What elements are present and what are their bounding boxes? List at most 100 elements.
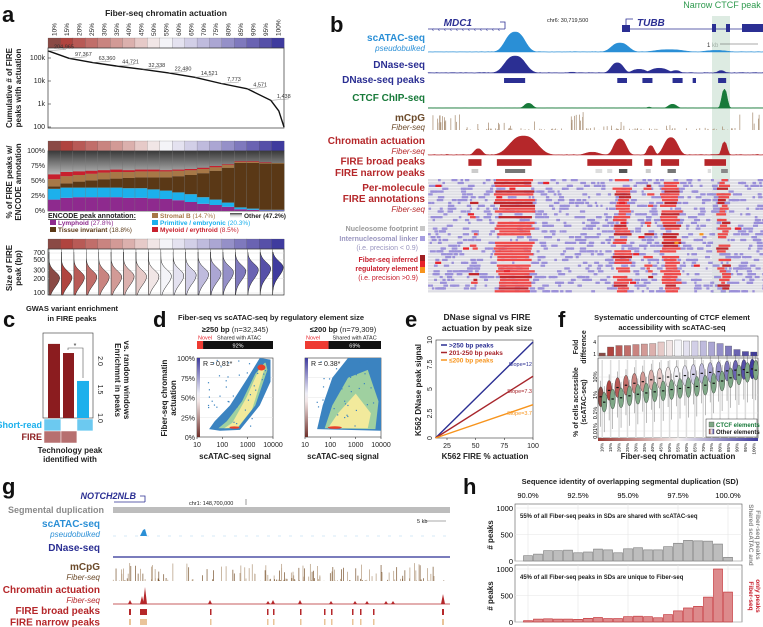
- linker-segment: [565, 224, 572, 227]
- linker-segment: [481, 250, 486, 253]
- scatter-point: [216, 359, 218, 362]
- f-ytick: 10%: [593, 371, 599, 382]
- linker-segment: [695, 227, 701, 230]
- density-high: [327, 393, 371, 429]
- linker-segment: [661, 264, 668, 267]
- linker-segment: [570, 281, 574, 284]
- violin-median: [650, 379, 653, 381]
- linker-segment: [641, 290, 645, 293]
- tubb-exon: [726, 24, 730, 32]
- fire-element-segment: [613, 227, 628, 230]
- linker-segment: [493, 179, 496, 182]
- linker-segment: [575, 238, 583, 242]
- linker-segment: [545, 196, 550, 199]
- encode-segment-primitive: [172, 192, 185, 201]
- fire-element-segment: [665, 267, 678, 270]
- linker-segment: [443, 264, 450, 267]
- linker-segment: [585, 201, 589, 205]
- strand-arrow: ‹: [432, 28, 434, 34]
- cumulative-ylabel-2: peaks with actuation: [14, 49, 23, 128]
- track-sublabel-mcpg: Fiber-seq: [391, 123, 425, 132]
- legend-nucleosome: Nucleosome footprint: [346, 226, 419, 233]
- linker-segment: [680, 187, 685, 190]
- molecule-row: [428, 190, 763, 193]
- linker-segment: [756, 250, 760, 253]
- h-bar-shared: [683, 540, 693, 562]
- scatter-point: [363, 383, 365, 385]
- violin-median: [751, 368, 754, 370]
- h-bar-shared: [633, 547, 643, 562]
- h-bar-shared: [593, 548, 603, 562]
- linker-segment: [591, 181, 596, 185]
- encode-segment-stromal: [234, 161, 247, 163]
- linker-segment: [585, 267, 590, 270]
- tubb-tss-arrow: [625, 18, 633, 25]
- violin-median: [746, 371, 749, 374]
- encode-segment-stromal: [271, 163, 285, 164]
- linker-segment: [724, 253, 731, 256]
- encode-segment-stromal: [221, 164, 235, 168]
- linker-segment: [563, 224, 567, 227]
- fold-label-2: difference: [581, 330, 588, 364]
- fire-element-segment: [495, 198, 536, 202]
- molecule-row: [428, 230, 763, 233]
- linker-segment: [587, 270, 595, 273]
- linker-segment: [489, 187, 494, 190]
- molecule-row: [428, 238, 763, 242]
- linker-segment: [752, 181, 757, 185]
- fire-element-segment: [496, 196, 503, 199]
- linker-segment: [446, 275, 453, 279]
- linker-segment: [628, 258, 632, 262]
- fire-element-segment: [614, 261, 632, 264]
- fold-bar: [607, 346, 614, 357]
- linker-segment: [624, 236, 628, 239]
- linker-segment: [478, 196, 486, 199]
- fire-element-segment: [647, 224, 651, 227]
- scatter-point: [355, 374, 357, 376]
- g-actuation-peak: [391, 601, 395, 604]
- linker-segment: [660, 227, 666, 230]
- linker-segment: [760, 230, 763, 233]
- fire-narrow-peak: [618, 169, 628, 173]
- linker-segment: [656, 290, 661, 293]
- fire-element-segment: [662, 275, 678, 279]
- linker-segment: [594, 201, 598, 205]
- f-xtick: 30%: [633, 443, 638, 452]
- encode-segment-lymphoid: [172, 200, 185, 211]
- fire-broad-peak: [496, 158, 532, 167]
- linker-segment: [633, 184, 637, 187]
- encode-segment-primitive: [85, 187, 98, 198]
- linker-segment: [739, 253, 744, 256]
- linker-segment: [757, 247, 763, 250]
- linker-segment: [557, 198, 565, 202]
- ctcf-legend-swatch: [708, 421, 715, 428]
- encode-segment-lymphoid: [48, 199, 61, 211]
- linker-segment: [560, 290, 564, 293]
- actuation-strip-cell: [122, 140, 136, 152]
- linker-segment: [732, 281, 740, 284]
- linker-segment: [706, 218, 711, 222]
- linker-segment: [439, 230, 447, 233]
- count-leader-line: [68, 56, 87, 59]
- actuation-strip-cell: [172, 238, 186, 250]
- scatter-point: [227, 362, 230, 364]
- linker-segment: [580, 275, 586, 279]
- fold-bar: [640, 343, 648, 357]
- linker-segment: [551, 207, 556, 210]
- linker-segment: [457, 181, 464, 185]
- scatter-point: [227, 376, 229, 378]
- linker-segment: [457, 201, 461, 205]
- linker-segment: [450, 284, 456, 287]
- linker-segment: [742, 278, 745, 282]
- h-shared-note: 55% of all Fiber-seq peaks in SDs are sh…: [520, 514, 698, 520]
- f-ytick: 0.01%: [593, 423, 599, 439]
- encode-segment-tissue: [72, 181, 86, 188]
- actuation-tick-label: 50%: [151, 23, 158, 36]
- shared-label: Shared with ATAC: [217, 336, 261, 342]
- linker-segment: [466, 193, 473, 196]
- strand-arrow: ‹: [498, 28, 500, 34]
- linker-segment: [438, 238, 442, 242]
- fire-element-segment: [543, 181, 550, 185]
- size-violin: [48, 252, 60, 296]
- panel-e-title-1: DNase signal vs FIRE: [444, 312, 531, 322]
